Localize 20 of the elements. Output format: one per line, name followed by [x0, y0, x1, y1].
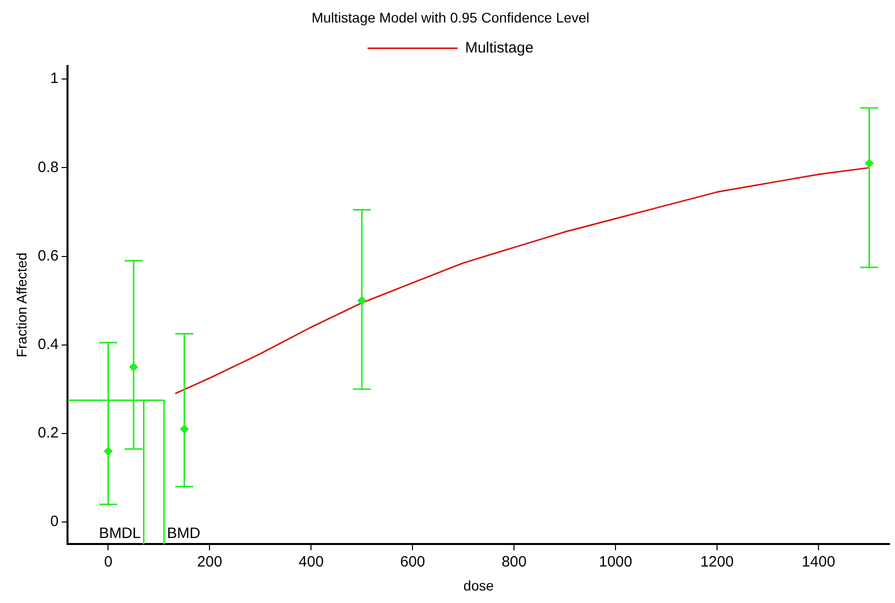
y-tick-label: 0	[50, 513, 59, 530]
x-tick-label: 1200	[700, 553, 734, 570]
y-tick-label: 0.4	[38, 336, 59, 354]
y-tick-label: 0.8	[38, 158, 59, 176]
y-axis-title: Fraction Affected	[13, 252, 30, 358]
y-tick-label: 0.2	[38, 424, 59, 442]
annotation: BMDL	[99, 524, 141, 542]
annotation: BMD	[167, 524, 201, 542]
y-tick-label: 1	[50, 70, 59, 88]
chart-title: Multistage Model with 0.95 Confidence Level	[312, 9, 590, 26]
x-tick-label: 1400	[802, 553, 836, 570]
x-tick-label: 200	[197, 553, 222, 570]
x-tick-label: 0	[104, 553, 112, 570]
x-axis-title: dose	[463, 577, 494, 594]
x-tick-label: 800	[502, 553, 527, 570]
y-tick-label: 0.6	[38, 247, 59, 264]
x-tick-label: 1000	[598, 553, 632, 570]
x-tick-label: 400	[298, 553, 324, 570]
x-tick-label: 600	[400, 553, 426, 570]
text: Multistage	[465, 39, 534, 56]
